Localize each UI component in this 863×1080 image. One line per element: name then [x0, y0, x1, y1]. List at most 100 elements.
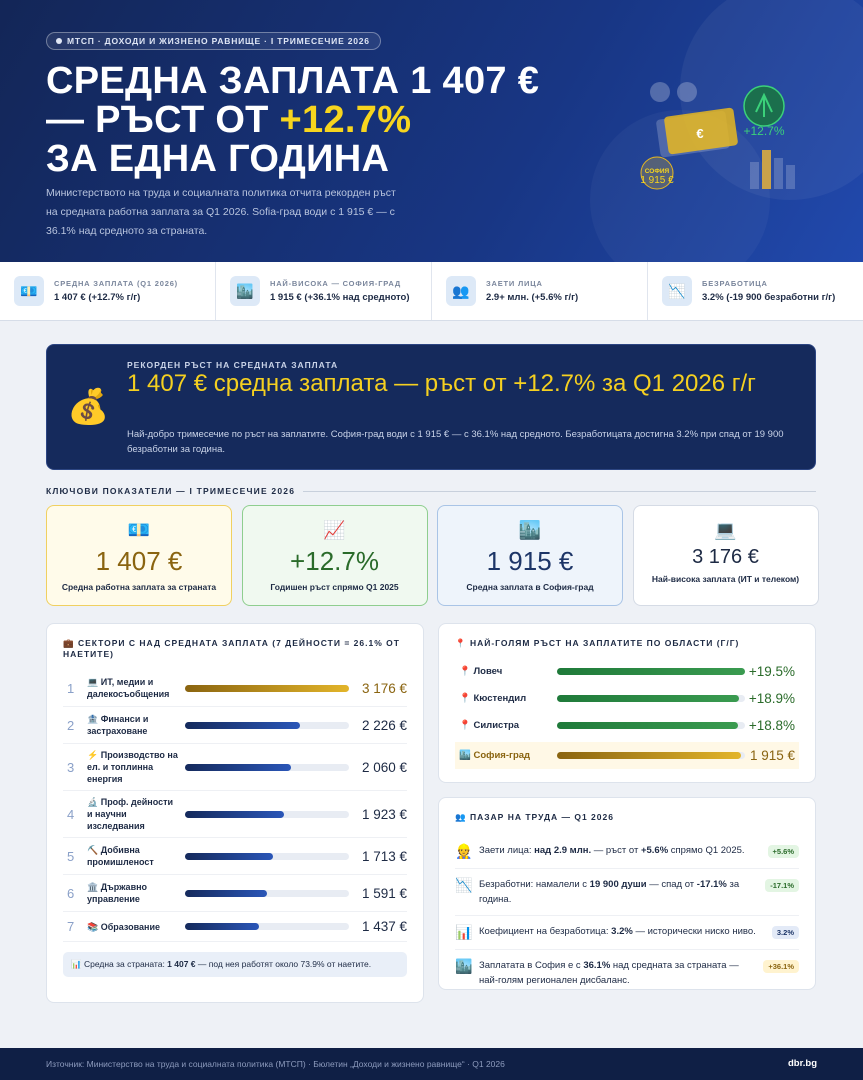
section-title-text: КЛЮЧОВИ ПОКАЗАТЕЛИ — I ТРИМЕСЕЧИЕ 2026	[46, 486, 296, 496]
bar	[557, 722, 739, 729]
sector-name: 📚 Образование	[87, 921, 161, 932]
sector-track	[185, 721, 349, 729]
header: € +12.7% СОФИЯ 1 915 € МТСП · ДОХОДИ И Ж…	[0, 0, 863, 262]
kpi-label: Най-висока заплата (ИТ и телеком)	[651, 574, 800, 584]
panel-title: 📍 НАЙ-ГОЛЯМ РЪСТ НА ЗАПЛАТИТЕ ПО ОБЛАСТИ…	[455, 638, 740, 648]
illustration-city: СОФИЯ	[645, 168, 670, 175]
sector-value: 1 437 €	[361, 919, 407, 934]
panel-title-text: НАЙ-ГОЛЯМ РЪСТ НА ЗАПЛАТИТЕ ПО ОБЛАСТИ (…	[469, 638, 740, 648]
sector-row: 3 ⚡ Производство на ел. и топлинна енерги…	[63, 744, 407, 791]
region-value: +18.8%	[748, 718, 795, 733]
region-name-text: Силистра	[473, 720, 520, 731]
sector-track	[185, 923, 349, 930]
text-part: Безработни: намалели с	[479, 879, 590, 890]
kpi-value: +12.7%	[290, 546, 379, 576]
stat-label: БЕЗРАБОТИЦА	[702, 278, 768, 288]
market-icon: 📊	[455, 924, 473, 940]
bar	[185, 889, 268, 897]
sector-rank: 7	[67, 919, 75, 934]
stat-value: 1 407 € (+12.7% г/г)	[54, 291, 141, 303]
text-part: 36.1%	[583, 960, 611, 971]
sector-row: 7 📚 Образование 1 437 €	[63, 912, 407, 942]
sector-name: 🔬 Проф. дейности и научни изследвания	[87, 797, 174, 831]
text-part: над средната за страната — най-голям рег…	[479, 960, 739, 986]
text-part: над 2.9 млн.	[534, 845, 592, 856]
stat-icon: 🏙️	[230, 276, 260, 306]
region-name: 📍 Ловеч	[459, 666, 503, 677]
bar	[185, 721, 300, 729]
text-part: Коефициент на безработица:	[479, 926, 612, 937]
market-list: 👷 Заети лица: над 2.9 млн. — ръст от +5.6…	[439, 835, 815, 996]
kpi-value: 1 915 €	[486, 546, 574, 576]
sector-rank: 5	[67, 848, 75, 864]
panel-title: 👥 ПАЗАР НА ТРУДА — Q1 2026	[455, 812, 614, 822]
text-part: Средна за страната:	[83, 959, 168, 969]
text-part: — исторически ниско ниво.	[632, 926, 756, 937]
sector-rank: 6	[67, 885, 75, 901]
market-icon: 📉	[455, 877, 473, 893]
stat-text: БЕЗРАБОТИЦА 3.2% (-19 900 безработни г/г)	[702, 279, 835, 304]
region-name: 📍 Кюстендил	[459, 693, 527, 704]
banner-kicker: РЕКОРДЕН РЪСТ НА СРЕДНАТА ЗАПЛАТА	[127, 360, 339, 370]
region-name: 🏙️ София-град	[459, 750, 531, 761]
kpi-value: 1 407 €	[95, 546, 183, 576]
text-part: спрямо Q1 2025.	[668, 845, 745, 856]
text-part: -17.1%	[696, 879, 727, 890]
region-name-text: Ловеч	[473, 666, 503, 677]
stat-value: 1 915 € (+36.1% над средното)	[270, 291, 410, 303]
kpi-icon: 💶	[127, 520, 151, 540]
footer: Източник: Министерство на труда и социал…	[0, 1048, 863, 1080]
title: СРЕДНА ЗАПЛАТА 1 407 € — РЪСТ ОТ +12.7% ЗА…	[46, 62, 539, 179]
title-highlight: +12.7%	[279, 99, 412, 141]
region-row: 🏙️ София-град 1 915 €	[455, 742, 799, 769]
sector-track	[185, 852, 349, 860]
panel-title-text: ПАЗАР НА ТРУДА — Q1 2026	[469, 812, 614, 822]
region-track	[557, 668, 745, 675]
region-value: +19.5%	[748, 664, 795, 679]
sector-rank: 4	[67, 806, 75, 822]
text-part: 3.2%	[611, 926, 633, 937]
stat-cell: 📉 БЕЗРАБОТИЦА 3.2% (-19 900 безработни г/г…	[648, 262, 863, 320]
bar	[557, 668, 745, 675]
stat-label: НАЙ-ВИСОКА — СОФИЯ-ГРАД	[270, 278, 402, 288]
sector-name: ⚡ Производство на ел. и топлинна енергия	[87, 750, 178, 784]
banner-text: Най-добро тримесечие по ръст на заплатит…	[127, 429, 784, 455]
region-list: 📍 Ловеч +19.5% 📍 Кюстендил +18.9% 📍 Силистра…	[439, 658, 815, 769]
sector-row: 4 🔬 Проф. дейности и научни изследвания 1 …	[63, 791, 407, 838]
bar	[185, 852, 274, 860]
sector-rank: 3	[67, 759, 75, 775]
sector-row: 1 💻 ИТ, медии и далекосъобщения 3 176 €	[63, 670, 407, 707]
text-part: — под нея работят около 73.9% от наетите…	[195, 959, 372, 969]
stat-cell: 🏙️ НАЙ-ВИСОКА — СОФИЯ-ГРАД 1 915 € (+36.1%…	[216, 262, 432, 320]
market-badge: +36.1%	[763, 960, 799, 973]
stat-text: ЗАЕТИ ЛИЦА 2.9+ млн. (+5.6% г/г)	[486, 279, 578, 304]
sector-name: ⛏️ Добивна промишленост	[87, 845, 154, 867]
market-icon: 👷	[455, 843, 473, 859]
stats-strip: 💶 СРЕДНА ЗАПЛАТА (Q1 2026) 1 407 € (+12.7%…	[0, 262, 863, 321]
text-part: Заети лица:	[479, 845, 535, 856]
sector-value: 2 060 €	[361, 759, 407, 775]
text-part: — ръст от	[591, 845, 641, 856]
market-text: Заети лица: над 2.9 млн. — ръст от +5.6%…	[479, 843, 768, 860]
region-row: 📍 Ловеч +19.5%	[455, 658, 799, 685]
banner: 💰 РЕКОРДЕН РЪСТ НА СРЕДНАТА ЗАПЛАТА 1 40…	[46, 344, 816, 470]
sector-name-text: Финанси и застраховане	[87, 714, 149, 736]
market-item: 👷 Заети лица: над 2.9 млн. — ръст от +5.6…	[455, 835, 799, 869]
sector-name: 🏦 Финанси и застраховане	[87, 714, 149, 736]
stat-cell: 👥 ЗАЕТИ ЛИЦА 2.9+ млн. (+5.6% г/г)	[432, 262, 648, 320]
text-part: — спад от	[646, 879, 697, 890]
kpi-label: Годишен ръст спрямо Q1 2025	[270, 582, 399, 592]
bar	[185, 763, 292, 771]
sector-value: 1 923 €	[361, 806, 407, 822]
sector-name: 🏛️ Държавно управление	[87, 882, 148, 904]
sector-rank: 2	[67, 717, 75, 733]
lead: Министерството на труда и социалната пол…	[46, 187, 396, 237]
market-badge: 3.2%	[771, 926, 799, 939]
sector-note: 📊 Средна за страната: 1 407 € — под нея …	[63, 952, 407, 977]
stat-text: НАЙ-ВИСОКА — СОФИЯ-ГРАД 1 915 € (+36.1% н…	[270, 279, 410, 304]
bar	[557, 752, 742, 759]
sector-name-text: Проф. дейности и научни изследвания	[87, 797, 174, 831]
text-part: +5.6%	[640, 845, 669, 856]
text-part: Заплатата в София е с	[479, 960, 584, 971]
